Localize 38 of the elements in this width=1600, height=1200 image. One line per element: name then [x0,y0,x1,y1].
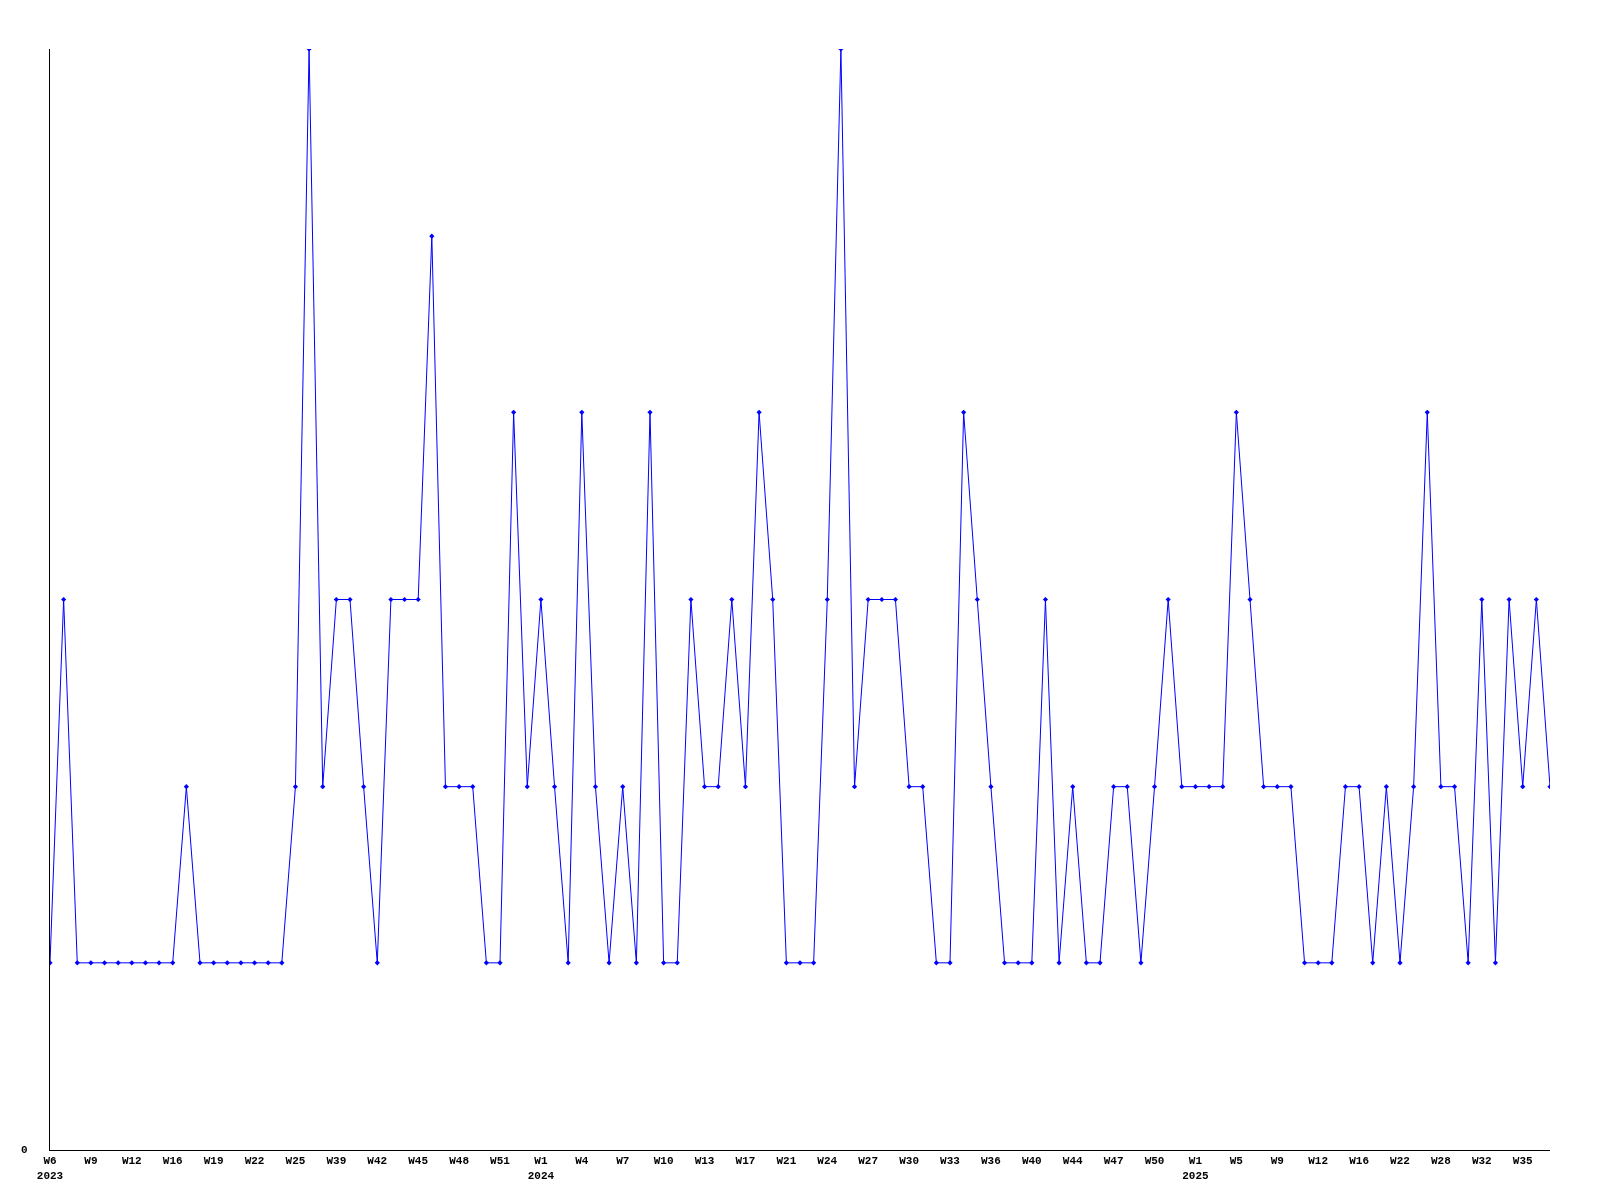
x-tick-label: W19 [203,1155,224,1168]
x-tick-label: W35 [1512,1155,1534,1168]
x-tick-label: W16 [1349,1155,1369,1168]
x-tick-label: W10 [653,1155,674,1168]
x-tick-label: W40 [1021,1155,1042,1168]
x-tick-label: W47 [1103,1155,1124,1168]
x-tick-label: W44 [1062,1155,1084,1168]
x-tick-label: W9 [1270,1155,1284,1168]
x-tick-label: W30 [899,1155,919,1168]
x-tick-label: W25 [285,1155,306,1168]
x-tick-label: W32 [1471,1155,1492,1168]
x-tick-label: W22 [1390,1155,1410,1168]
x-tick-label: W6 2023 [36,1155,64,1182]
x-tick-label: W27 [858,1155,879,1168]
x-tick-label: W51 [490,1155,511,1168]
x-tick-label: W17 [735,1155,756,1168]
x-tick-label: W9 [84,1155,98,1168]
x-tick-label: W33 [940,1155,961,1168]
x-tick-label: W7 [616,1155,630,1168]
x-tick-label: W1 2025 [1182,1155,1210,1182]
x-tick-label: W22 [244,1155,265,1168]
x-tick-label: W48 [449,1155,470,1168]
x-tick-label: W5 [1229,1155,1244,1168]
x-tick-label: W16 [162,1155,183,1168]
x-tick-label: W50 [1144,1155,1165,1168]
x-tick-label: W12 [121,1155,142,1168]
text: 0 [21,1144,28,1156]
x-tick-label: W42 [367,1155,388,1168]
x-tick-label: W24 [817,1155,838,1168]
x-tick-label: W13 [694,1155,715,1168]
x-tick-label: W12 [1308,1155,1329,1168]
x-tick-label: W36 [981,1155,1001,1168]
x-tick-label: W28 [1431,1155,1452,1168]
x-tick-label: W1 2024 [527,1155,555,1182]
x-tick-label: W39 [326,1155,347,1168]
x-tick-label: W45 [408,1155,429,1168]
x-tick-label: W4 [575,1155,589,1168]
x-tick-label: W21 [776,1155,797,1168]
